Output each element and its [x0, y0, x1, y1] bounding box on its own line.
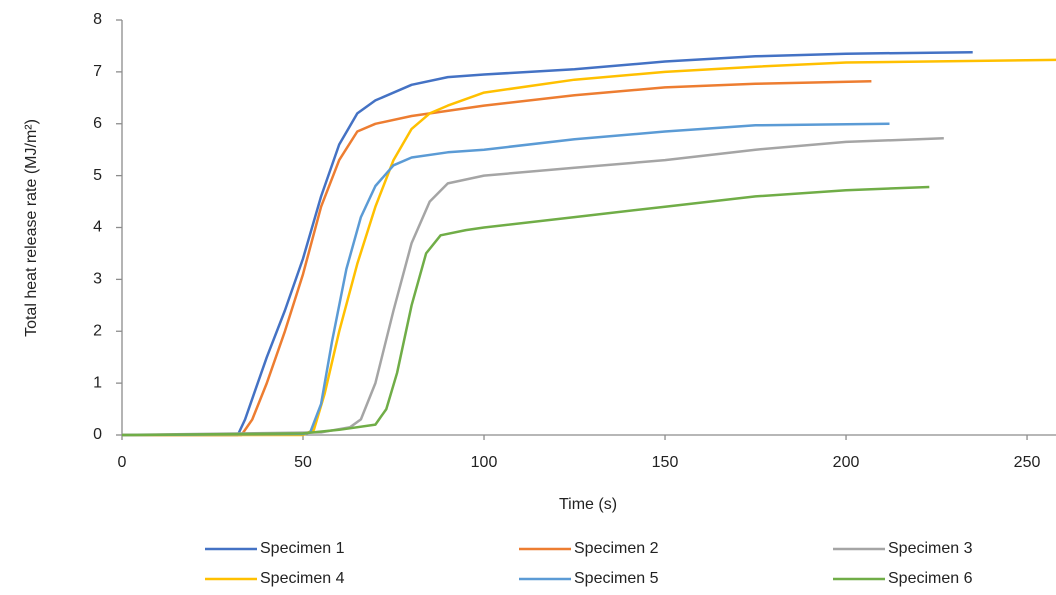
- x-tick-label: 50: [294, 454, 312, 471]
- data-line: [122, 50, 973, 437]
- legend-label: Specimen 2: [574, 540, 659, 557]
- x-tick-label: 0: [118, 454, 127, 471]
- y-tick-label: 3: [93, 271, 102, 288]
- y-tick-label: 8: [93, 11, 102, 28]
- data-line: [122, 79, 872, 437]
- y-tick-label: 4: [93, 219, 102, 236]
- data-line: [122, 137, 944, 437]
- y-axis-label: Total heat release rate (MJ/m²): [23, 119, 40, 337]
- x-tick-label: 100: [471, 454, 498, 471]
- legend-label: Specimen 3: [888, 540, 973, 557]
- y-tick-label: 5: [93, 167, 102, 184]
- y-tick-label: 6: [93, 115, 102, 132]
- data-line: [122, 122, 890, 437]
- y-tick-label: 2: [93, 322, 102, 339]
- x-tick-label: 150: [652, 454, 679, 471]
- x-tick-label: 250: [1014, 454, 1041, 471]
- y-tick-label: 1: [93, 374, 102, 391]
- data-line: [122, 185, 930, 437]
- x-axis-label: Time (s): [559, 496, 617, 513]
- legend-label: Specimen 1: [260, 540, 345, 557]
- plot-area: [122, 50, 1056, 437]
- axes: 0 1 2 3 4 5 6 7 8 0 50 100 150 200 250: [93, 11, 1056, 471]
- y-tick-label: 7: [93, 63, 102, 80]
- x-tick-label: 200: [833, 454, 860, 471]
- legend-label: Specimen 5: [574, 570, 659, 587]
- legend: Specimen 1 Specimen 2 Specimen 3 Specimen 4…: [205, 540, 973, 587]
- y-tick-label: 0: [93, 426, 102, 443]
- legend-label: Specimen 6: [888, 570, 973, 587]
- legend-label: Specimen 4: [260, 570, 345, 587]
- data-line: [122, 58, 1056, 437]
